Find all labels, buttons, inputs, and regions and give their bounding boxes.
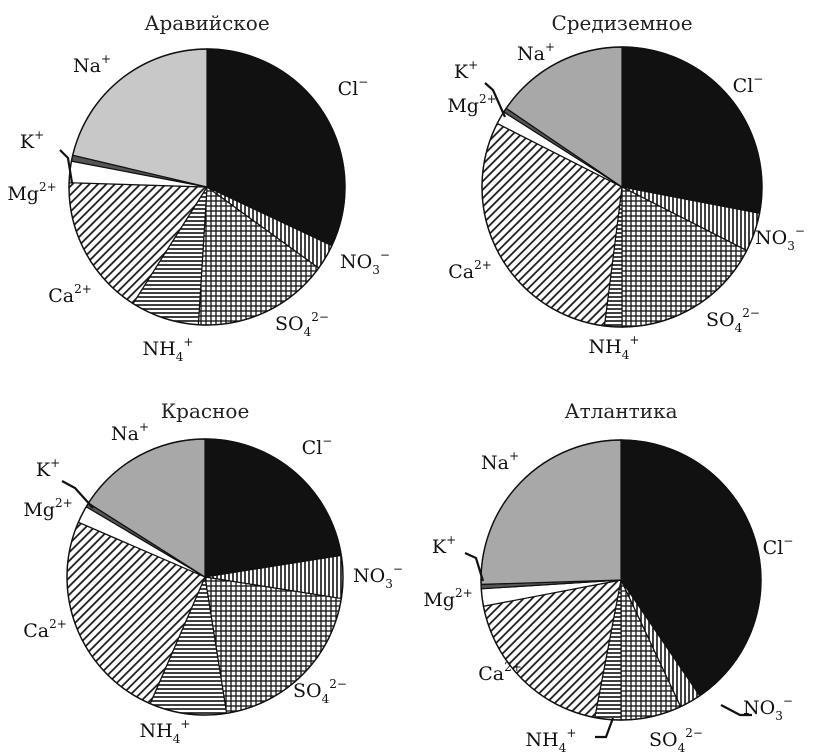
slice-label-cl: Cl− (302, 434, 333, 459)
pie-outline (68, 48, 346, 326)
slice-label-na: Na+ (111, 420, 149, 445)
slice-label-no3: NO3− (743, 694, 793, 723)
pie-chart-1: Аравийское Cl− NO3− SO42− NH4+ Ca2+ Mg2+ K+ Na+ (7, 11, 390, 364)
slice-label-na: Na+ (517, 40, 555, 65)
slice-label-no3: NO3− (340, 248, 390, 277)
slice-label-nh4: NH4+ (143, 335, 194, 364)
pie-chart-2: Средиземное Cl− NO3− SO42− NH4+ Ca2+ Mg2+ K+ Na+ (447, 11, 805, 362)
slice-label-cl: Cl− (763, 534, 794, 559)
pie-title: Аравийское (144, 11, 269, 35)
slice-label-ca: Ca2+ (478, 660, 522, 685)
leader-line (61, 480, 94, 509)
pie-title: Красное (161, 399, 250, 423)
pie-title: Средиземное (551, 11, 692, 35)
leader-line (720, 704, 752, 717)
leader-line (59, 149, 74, 184)
pie-slice-cl (621, 46, 763, 214)
slice-label-k: K+ (36, 456, 60, 481)
slice-label-so4: SO42− (293, 677, 347, 706)
pie-outline (66, 438, 344, 716)
slice-label-nh4: NH4+ (140, 717, 191, 746)
slice-label-mg: Mg2+ (23, 496, 72, 521)
slice-label-na: Na+ (73, 52, 111, 77)
slice-label-no3: NO3− (755, 224, 805, 253)
leader-line (484, 82, 507, 118)
slice-label-k: K+ (432, 533, 456, 558)
slice-label-ca: Ca2+ (448, 258, 492, 283)
slice-label-na: Na+ (481, 449, 519, 474)
slice-label-no3: NO3− (353, 562, 403, 591)
slice-label-so4: SO42− (275, 310, 329, 339)
leader-line (464, 551, 485, 582)
slice-label-so4: SO42− (706, 306, 760, 335)
slice-label-mg: Mg2+ (423, 586, 472, 611)
slice-label-ca: Ca2+ (23, 617, 67, 642)
slice-label-cl: Cl− (338, 75, 369, 100)
slice-label-cl: Cl− (733, 72, 764, 97)
pie-outline (480, 439, 762, 721)
slice-label-so4: SO42− (649, 726, 703, 754)
leader-line (595, 717, 615, 739)
slice-label-k: K+ (20, 128, 44, 153)
slice-label-ca: Ca2+ (48, 282, 92, 307)
pie-chart-3: Красное Cl− NO3− SO42− NH4+ Ca2+ Mg2+ K+ Na+ (23, 399, 403, 746)
pie-outline (481, 46, 763, 328)
pie-title: Атлантика (565, 399, 678, 423)
slice-label-nh4: NH4+ (526, 726, 577, 754)
slice-label-mg: Mg2+ (7, 180, 56, 205)
slice-label-nh4: NH4+ (589, 333, 640, 362)
pie-chart-4: Атлантика Cl− NO3− SO42− NH4+ Ca2+ Mg2+ K+ Na+ (423, 399, 793, 754)
slice-label-mg: Mg2+ (447, 92, 496, 117)
slice-label-k: K+ (454, 58, 478, 83)
pie-slice-cl (204, 438, 342, 578)
